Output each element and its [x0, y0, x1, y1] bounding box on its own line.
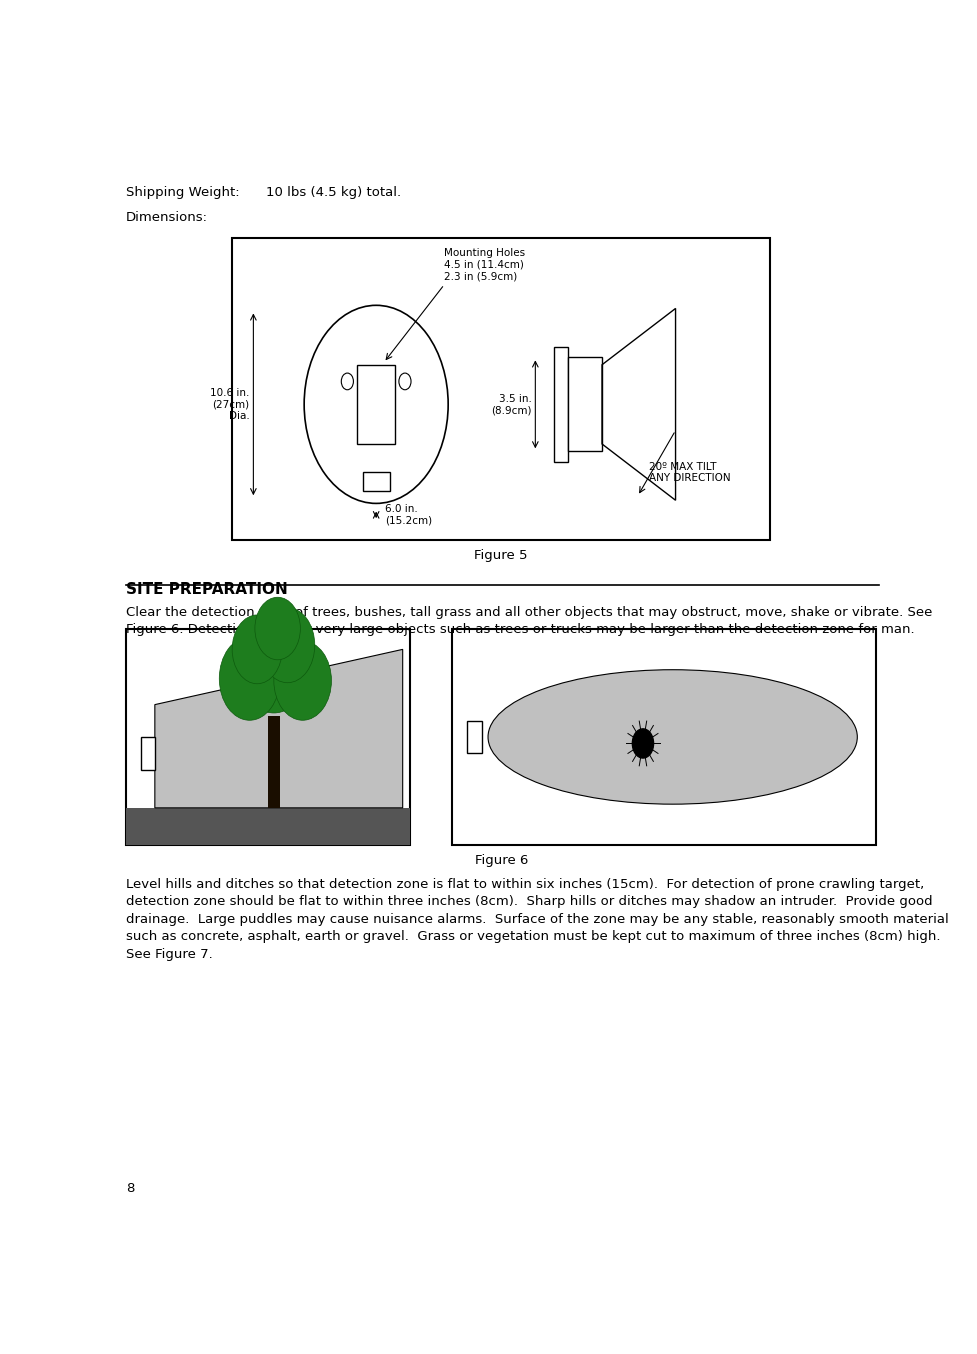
Ellipse shape	[488, 670, 857, 804]
Text: 6.0 in.
(15.2cm): 6.0 in. (15.2cm)	[385, 504, 432, 525]
Text: 10 lbs (4.5 kg) total.: 10 lbs (4.5 kg) total.	[266, 187, 401, 199]
Circle shape	[232, 615, 282, 684]
Circle shape	[237, 613, 310, 714]
Text: Dimensions:: Dimensions:	[126, 211, 208, 225]
FancyBboxPatch shape	[467, 722, 482, 753]
Text: Figure 5: Figure 5	[474, 550, 528, 562]
Text: 3.5 in.
(8.9cm): 3.5 in. (8.9cm)	[490, 394, 531, 416]
FancyBboxPatch shape	[126, 628, 410, 845]
Text: 10.6 in.
(27cm)
Dia.: 10.6 in. (27cm) Dia.	[210, 387, 249, 421]
FancyBboxPatch shape	[268, 716, 279, 808]
Circle shape	[219, 636, 279, 720]
Text: SITE PREPARATION: SITE PREPARATION	[126, 582, 287, 597]
Circle shape	[632, 728, 653, 758]
FancyBboxPatch shape	[232, 237, 770, 540]
Text: 20º MAX TILT
ANY DIRECTION: 20º MAX TILT ANY DIRECTION	[649, 462, 730, 483]
FancyBboxPatch shape	[362, 473, 390, 492]
Polygon shape	[154, 650, 403, 808]
Text: Clear the detection zone of trees, bushes, tall grass and all other objects that: Clear the detection zone of trees, bushe…	[126, 605, 931, 636]
FancyBboxPatch shape	[554, 347, 568, 462]
FancyBboxPatch shape	[126, 808, 410, 845]
FancyBboxPatch shape	[568, 357, 602, 451]
Text: Shipping Weight:: Shipping Weight:	[126, 187, 239, 199]
Circle shape	[260, 608, 315, 682]
Circle shape	[255, 597, 300, 659]
FancyBboxPatch shape	[451, 628, 875, 845]
FancyBboxPatch shape	[357, 364, 395, 444]
Text: Mounting Holes
4.5 in (11.4cm)
2.3 in (5.9cm): Mounting Holes 4.5 in (11.4cm) 2.3 in (5…	[444, 248, 525, 282]
Text: Level hills and ditches so that detection zone is flat to within six inches (15c: Level hills and ditches so that detectio…	[126, 877, 948, 961]
Text: Figure 6: Figure 6	[474, 854, 528, 867]
Circle shape	[274, 640, 331, 720]
FancyBboxPatch shape	[141, 737, 154, 770]
Text: 8: 8	[126, 1182, 134, 1194]
